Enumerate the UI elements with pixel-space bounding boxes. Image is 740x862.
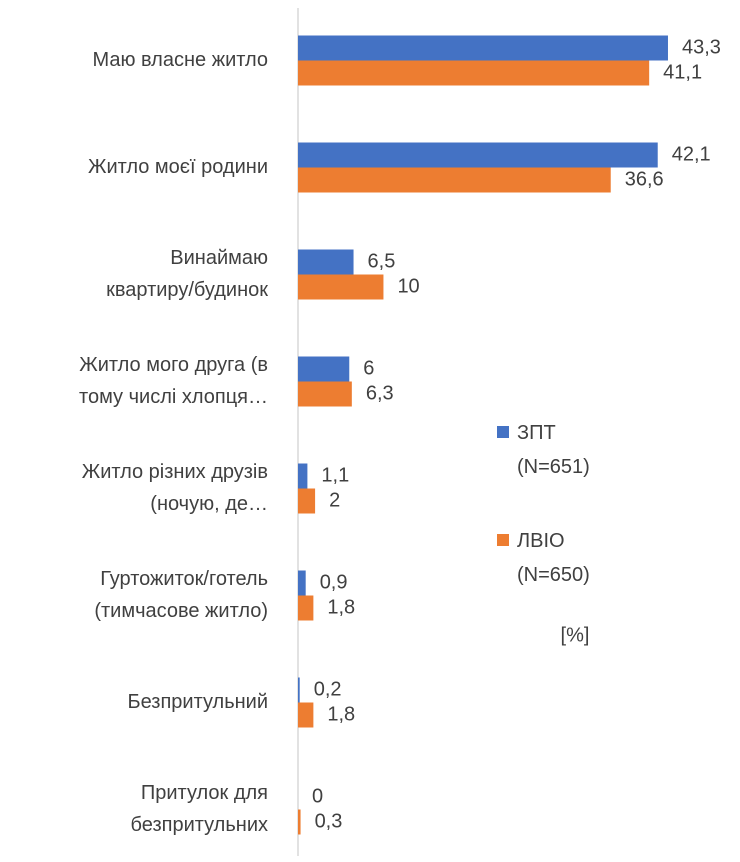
category-label: Житло моєї родини <box>88 156 268 178</box>
legend-item: ЗПТ (N=651) <box>517 422 590 478</box>
bar <box>298 249 354 275</box>
category-label: (тимчасове житло) <box>94 600 268 622</box>
bar <box>298 570 306 596</box>
category-label: Житло різних друзів <box>82 461 268 483</box>
value-label: 6 <box>363 357 374 379</box>
value-label: 1,8 <box>327 596 355 618</box>
legend-label: ЗПТ (N=651) <box>517 422 590 478</box>
bar <box>298 677 300 703</box>
legend-swatch <box>497 426 509 438</box>
value-label: 42,1 <box>672 143 711 165</box>
category-label: безпритульних <box>131 814 268 836</box>
bar <box>298 702 314 728</box>
value-label: 2 <box>329 489 340 511</box>
bar <box>298 809 301 835</box>
value-label: 6,5 <box>368 250 396 272</box>
bar <box>298 35 668 61</box>
category-label: квартиру/будинок <box>106 279 268 301</box>
value-label: 1,1 <box>321 464 349 486</box>
value-label: 6,3 <box>366 382 394 404</box>
value-label: 1,8 <box>327 703 355 725</box>
legend-swatch <box>497 534 509 546</box>
category-label: Безпритульний <box>127 691 268 713</box>
value-label: 0,9 <box>320 571 348 593</box>
bar <box>298 274 384 300</box>
legend-label: ЛВІО (N=650) <box>517 530 590 586</box>
bar <box>298 60 650 86</box>
bar <box>298 595 314 621</box>
value-label: 43,3 <box>682 36 721 58</box>
legend-item: ЛВІО (N=650) <box>517 530 590 586</box>
value-label: 10 <box>397 275 419 297</box>
bar <box>298 356 350 382</box>
category-label: (ночую, де… <box>150 493 268 515</box>
bar <box>298 488 316 514</box>
value-label: 0,2 <box>314 678 342 700</box>
bar <box>298 381 352 407</box>
category-label: Житло мого друга (в <box>79 354 268 376</box>
category-label: Гуртожиток/готель <box>100 568 268 590</box>
category-label: Притулок для <box>141 782 268 804</box>
unit-label: [%] <box>561 624 590 646</box>
bar <box>298 463 308 489</box>
value-label: 36,6 <box>625 168 664 190</box>
value-label: 0 <box>312 785 323 807</box>
category-label: Маю власне житло <box>92 49 268 71</box>
category-label: тому числі хлопця… <box>79 386 268 408</box>
value-label: 0,3 <box>315 810 343 832</box>
value-label: 41,1 <box>663 61 702 83</box>
bar <box>298 142 658 168</box>
category-label: Винаймаю <box>170 247 268 269</box>
bar <box>298 167 611 193</box>
